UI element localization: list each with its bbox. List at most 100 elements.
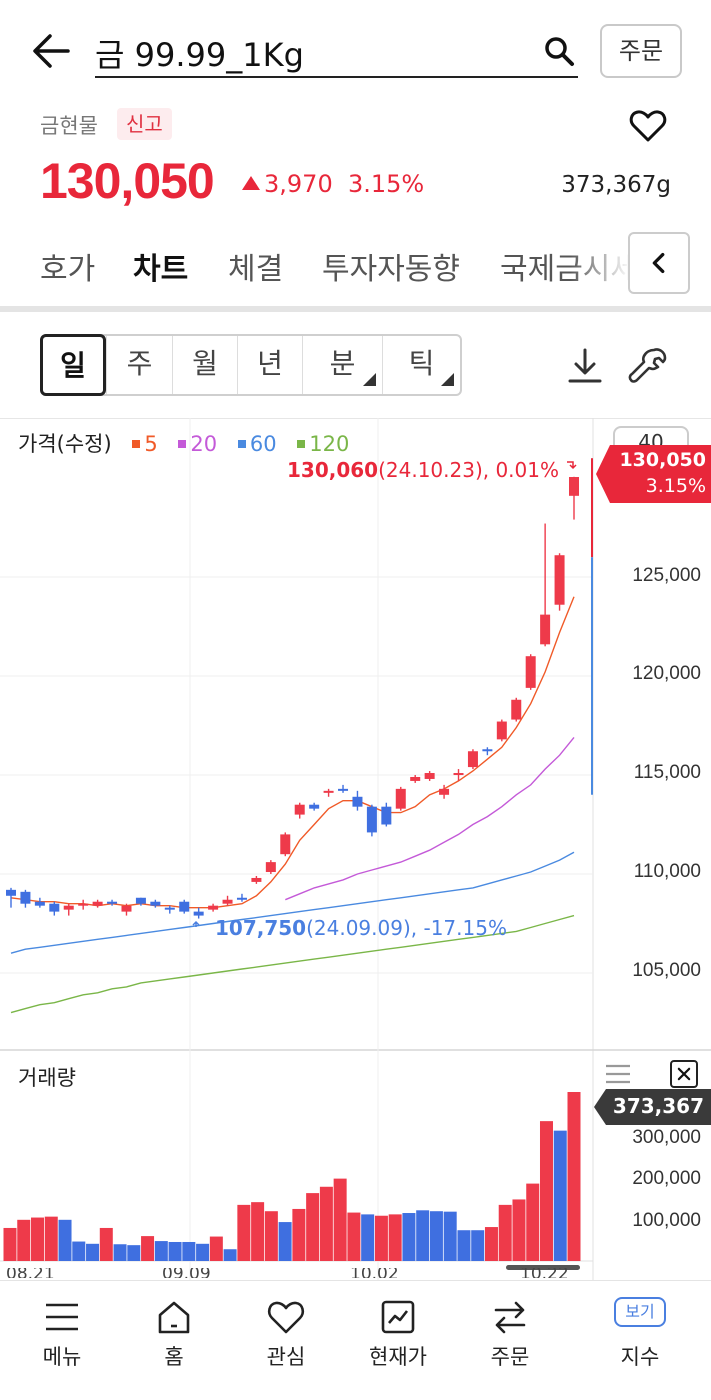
- volume-bar: [539, 1121, 553, 1261]
- candle-body: [107, 901, 118, 904]
- heart-icon: [267, 1301, 305, 1334]
- y-tick-label: 125,000: [632, 565, 701, 586]
- bottom-nav: 메뉴 홈 관심 현재가 주문 보기 지수: [0, 1280, 711, 1400]
- tab-order-book[interactable]: 호가: [40, 252, 96, 287]
- candle-body: [49, 903, 60, 912]
- volume-bar: [86, 1243, 100, 1261]
- candle-body: [280, 834, 291, 855]
- favorite-heart-icon[interactable]: [628, 106, 668, 146]
- nav-label: 관심: [266, 1345, 306, 1369]
- volume-bar: [72, 1241, 86, 1261]
- period-year-button[interactable]: 년: [237, 336, 302, 394]
- current-price-tag: [596, 445, 711, 503]
- candle-body: [424, 773, 435, 779]
- report-badge[interactable]: 신고: [117, 108, 172, 140]
- candle-body: [439, 788, 450, 795]
- volume-bar: [141, 1236, 155, 1261]
- nav-label: 홈: [164, 1345, 184, 1369]
- period-label: 일: [60, 349, 86, 382]
- change-percent: 3.15%: [347, 170, 425, 198]
- volume-bar: [127, 1245, 141, 1261]
- nav-favorites[interactable]: 관심: [236, 1281, 336, 1391]
- period-day-button[interactable]: 일: [40, 334, 106, 396]
- candle-body: [179, 901, 190, 912]
- close-icon[interactable]: [670, 1060, 698, 1088]
- volume-bar: [168, 1241, 182, 1261]
- stock-category: 금현물: [40, 114, 98, 138]
- volume-current-tag: [594, 1089, 711, 1125]
- chevron-left-icon[interactable]: [628, 232, 690, 294]
- volume-bar: [223, 1249, 237, 1261]
- search-field[interactable]: 금 99.99_1Kg: [95, 22, 578, 78]
- period-tick-button[interactable]: 틱: [382, 336, 460, 394]
- nav-menu[interactable]: 메뉴: [12, 1281, 112, 1391]
- volume-bar: [443, 1211, 457, 1261]
- volume-bar: [498, 1204, 512, 1261]
- swap-icon: [494, 1301, 526, 1334]
- candle-body: [222, 899, 233, 904]
- search-icon[interactable]: [542, 34, 576, 68]
- ma5-line: [10, 596, 575, 909]
- candle-body: [323, 790, 334, 793]
- dropdown-corner-icon: [363, 373, 376, 386]
- candle-body: [366, 806, 377, 833]
- volume-bar: [361, 1214, 375, 1261]
- tab-investors[interactable]: 투자자동향: [322, 252, 460, 287]
- search-input-value[interactable]: 금 99.99_1Kg: [95, 36, 304, 74]
- volume-bar: [553, 1130, 567, 1261]
- y-tick-label: 115,000: [633, 762, 701, 783]
- period-minute-button[interactable]: 분: [302, 336, 382, 394]
- legend-swatch: [237, 440, 246, 448]
- nav-home[interactable]: 홈: [124, 1281, 224, 1391]
- volume-current-value: 373,367: [612, 1094, 704, 1118]
- legend-label: 120: [309, 432, 350, 456]
- wrench-settings-icon[interactable]: [628, 344, 670, 386]
- low-info: (24.09.09), -17.15%: [306, 916, 507, 940]
- candle-body: [92, 901, 103, 906]
- candle-body: [511, 699, 522, 720]
- order-button[interactable]: 주문: [600, 24, 682, 78]
- tab-trades[interactable]: 체결: [228, 252, 284, 287]
- nav-current-price[interactable]: 현재가: [348, 1281, 448, 1391]
- chart-top-border: [0, 418, 711, 419]
- period-label: 틱: [408, 347, 435, 380]
- candle-body: [6, 889, 16, 896]
- volume-bar: [3, 1227, 17, 1261]
- period-label: 년: [257, 347, 283, 380]
- nav-index[interactable]: 보기 지수: [590, 1281, 690, 1391]
- legend-ma120: 120: [297, 432, 349, 456]
- volume-bar: [99, 1227, 113, 1261]
- tab-chart[interactable]: 차트: [133, 252, 189, 287]
- candle-body: [467, 751, 478, 768]
- candle-body: [193, 911, 204, 916]
- back-arrow-icon[interactable]: [28, 28, 74, 74]
- volume-bar: [44, 1216, 58, 1261]
- candle-body: [410, 776, 421, 781]
- volume-bar: [319, 1186, 333, 1261]
- y-tick-label: 100,000: [632, 1210, 701, 1231]
- low-marker: [192, 920, 200, 927]
- high-marker: [567, 461, 577, 470]
- legend-ma5: 5: [132, 432, 158, 456]
- volume-bar: [31, 1217, 45, 1261]
- volume-bar: [374, 1215, 388, 1261]
- period-week-button[interactable]: 주: [106, 336, 172, 394]
- volume-bar: [333, 1178, 347, 1261]
- candle-body: [569, 477, 579, 496]
- hamburger-icon[interactable]: [604, 1062, 632, 1086]
- period-selector: 일 주 월 년 분 틱: [40, 334, 462, 396]
- current-price-value: 130,050: [619, 449, 706, 471]
- dropdown-corner-icon: [441, 373, 454, 386]
- candle-body: [381, 806, 392, 825]
- current-price-pct: 3.15%: [645, 475, 706, 497]
- volume-bar: [416, 1210, 430, 1261]
- nav-label: 현재가: [369, 1345, 427, 1369]
- price-volume-chart[interactable]: [0, 418, 711, 1280]
- period-month-button[interactable]: 월: [172, 336, 237, 394]
- volume-bar: [196, 1243, 210, 1261]
- download-icon[interactable]: [566, 346, 604, 386]
- ma20-line: [285, 736, 575, 901]
- nav-order[interactable]: 주문: [460, 1281, 560, 1391]
- legend-label: 5: [144, 432, 158, 456]
- volume-bar: [388, 1214, 402, 1261]
